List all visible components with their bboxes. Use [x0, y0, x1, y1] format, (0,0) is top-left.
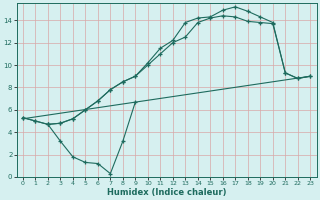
- X-axis label: Humidex (Indice chaleur): Humidex (Indice chaleur): [107, 188, 226, 197]
